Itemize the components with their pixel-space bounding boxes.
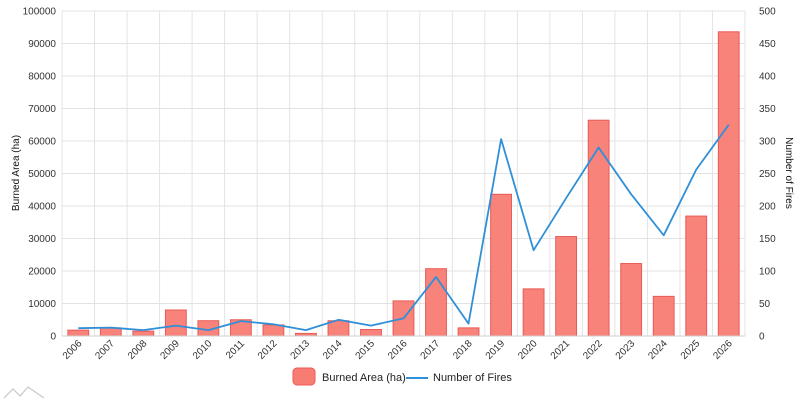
left-axis-tick-label: 40000 [28, 202, 56, 213]
left-axis-tick-label: 10000 [28, 299, 56, 310]
bar-burned-area[interactable] [587, 119, 610, 337]
x-axis-tick-label: 2018 [451, 338, 475, 362]
bar-burned-area[interactable] [99, 327, 122, 337]
bar-burned-area[interactable] [717, 31, 740, 337]
left-axis-title: Burned Area (ha) [11, 135, 22, 211]
x-axis-tick-label: 2020 [516, 338, 540, 362]
bar-burned-area[interactable] [490, 193, 512, 337]
bar-burned-area[interactable] [620, 263, 643, 337]
bar-burned-area[interactable] [67, 329, 90, 337]
bar-burned-area[interactable] [425, 268, 447, 337]
x-axis-tick-label: 2026 [711, 338, 735, 362]
left-axis-tick-label: 20000 [28, 267, 56, 278]
x-axis-tick-label: 2008 [126, 338, 150, 362]
x-axis-tick-label: 2022 [581, 338, 605, 362]
left-axis-tick-label: 80000 [28, 72, 56, 83]
right-axis-tick-label: 0 [759, 332, 765, 343]
left-axis-tick-label: 0 [50, 332, 56, 343]
fires-line-series [78, 124, 730, 332]
x-axis-tick-label: 2009 [158, 338, 182, 362]
grid-lines [61, 10, 746, 337]
bar-burned-area[interactable] [652, 295, 675, 337]
x-axis-tick-label: 2019 [484, 338, 508, 362]
bar-burned-area[interactable] [262, 324, 285, 337]
x-axis-tick-label: 2010 [191, 338, 215, 362]
x-axis-tick-label: 2006 [61, 338, 85, 362]
bar-burned-area[interactable] [555, 236, 578, 337]
legend-label-number-of-fires[interactable]: Number of Fires [433, 372, 512, 384]
bar-burned-area[interactable] [522, 288, 545, 337]
left-axis-tick-label: 90000 [28, 39, 56, 50]
x-axis-tick-label: 2024 [646, 338, 670, 362]
left-axis-tick-label: 70000 [28, 104, 56, 115]
x-axis-tick-label: 2013 [289, 338, 313, 362]
right-axis-tick-label: 200 [759, 202, 776, 213]
bar-burned-area[interactable] [685, 215, 708, 337]
left-axis-tick-label: 100000 [23, 7, 57, 18]
x-axis-tick-label: 2012 [256, 338, 280, 362]
line-number-of-fires[interactable] [78, 124, 730, 332]
x-axis-tick-label: 2011 [224, 338, 247, 361]
burned-area-bars [67, 31, 740, 337]
legend: Burned Area (ha) Number of Fires [292, 367, 512, 386]
legend-swatch-burned-area[interactable] [292, 367, 316, 386]
x-axis-tick-label: 2017 [419, 338, 443, 362]
bar-burned-area[interactable] [164, 309, 187, 337]
bar-burned-area[interactable] [360, 329, 382, 337]
right-axis-title: Number of Fires [783, 137, 794, 209]
x-axis-tick-label: 2014 [321, 338, 345, 362]
right-axis-tick-label: 50 [759, 299, 771, 310]
x-axis-tick-label: 2016 [386, 338, 410, 362]
right-axis-tick-label: 500 [759, 7, 776, 18]
x-axis-tick-label: 2007 [93, 338, 117, 362]
right-axis-tick-label: 250 [759, 169, 776, 180]
right-axis-tick-label: 350 [759, 104, 776, 115]
x-axis-tick-label: 2021 [549, 338, 573, 362]
right-axis-tick-label: 150 [759, 234, 776, 245]
right-axis-tick-label: 100 [759, 267, 776, 278]
right-axis-tick-label: 450 [759, 39, 776, 50]
x-axis-tick-label: 2025 [679, 338, 703, 362]
left-axis-tick-label: 50000 [28, 169, 56, 180]
left-axis-tick-label: 30000 [28, 234, 56, 245]
x-axis-tick-label: 2023 [614, 338, 638, 362]
legend-label-burned-area[interactable]: Burned Area (ha) [322, 372, 406, 384]
bar-burned-area[interactable] [132, 330, 155, 337]
watermark-logo-icon [3, 386, 45, 399]
bar-burned-area[interactable] [457, 327, 480, 337]
left-axis-tick-label: 60000 [28, 137, 56, 148]
x-axis-tick-label: 2015 [354, 338, 378, 362]
right-axis-tick-label: 300 [759, 137, 776, 148]
right-axis-tick-label: 400 [759, 72, 776, 83]
